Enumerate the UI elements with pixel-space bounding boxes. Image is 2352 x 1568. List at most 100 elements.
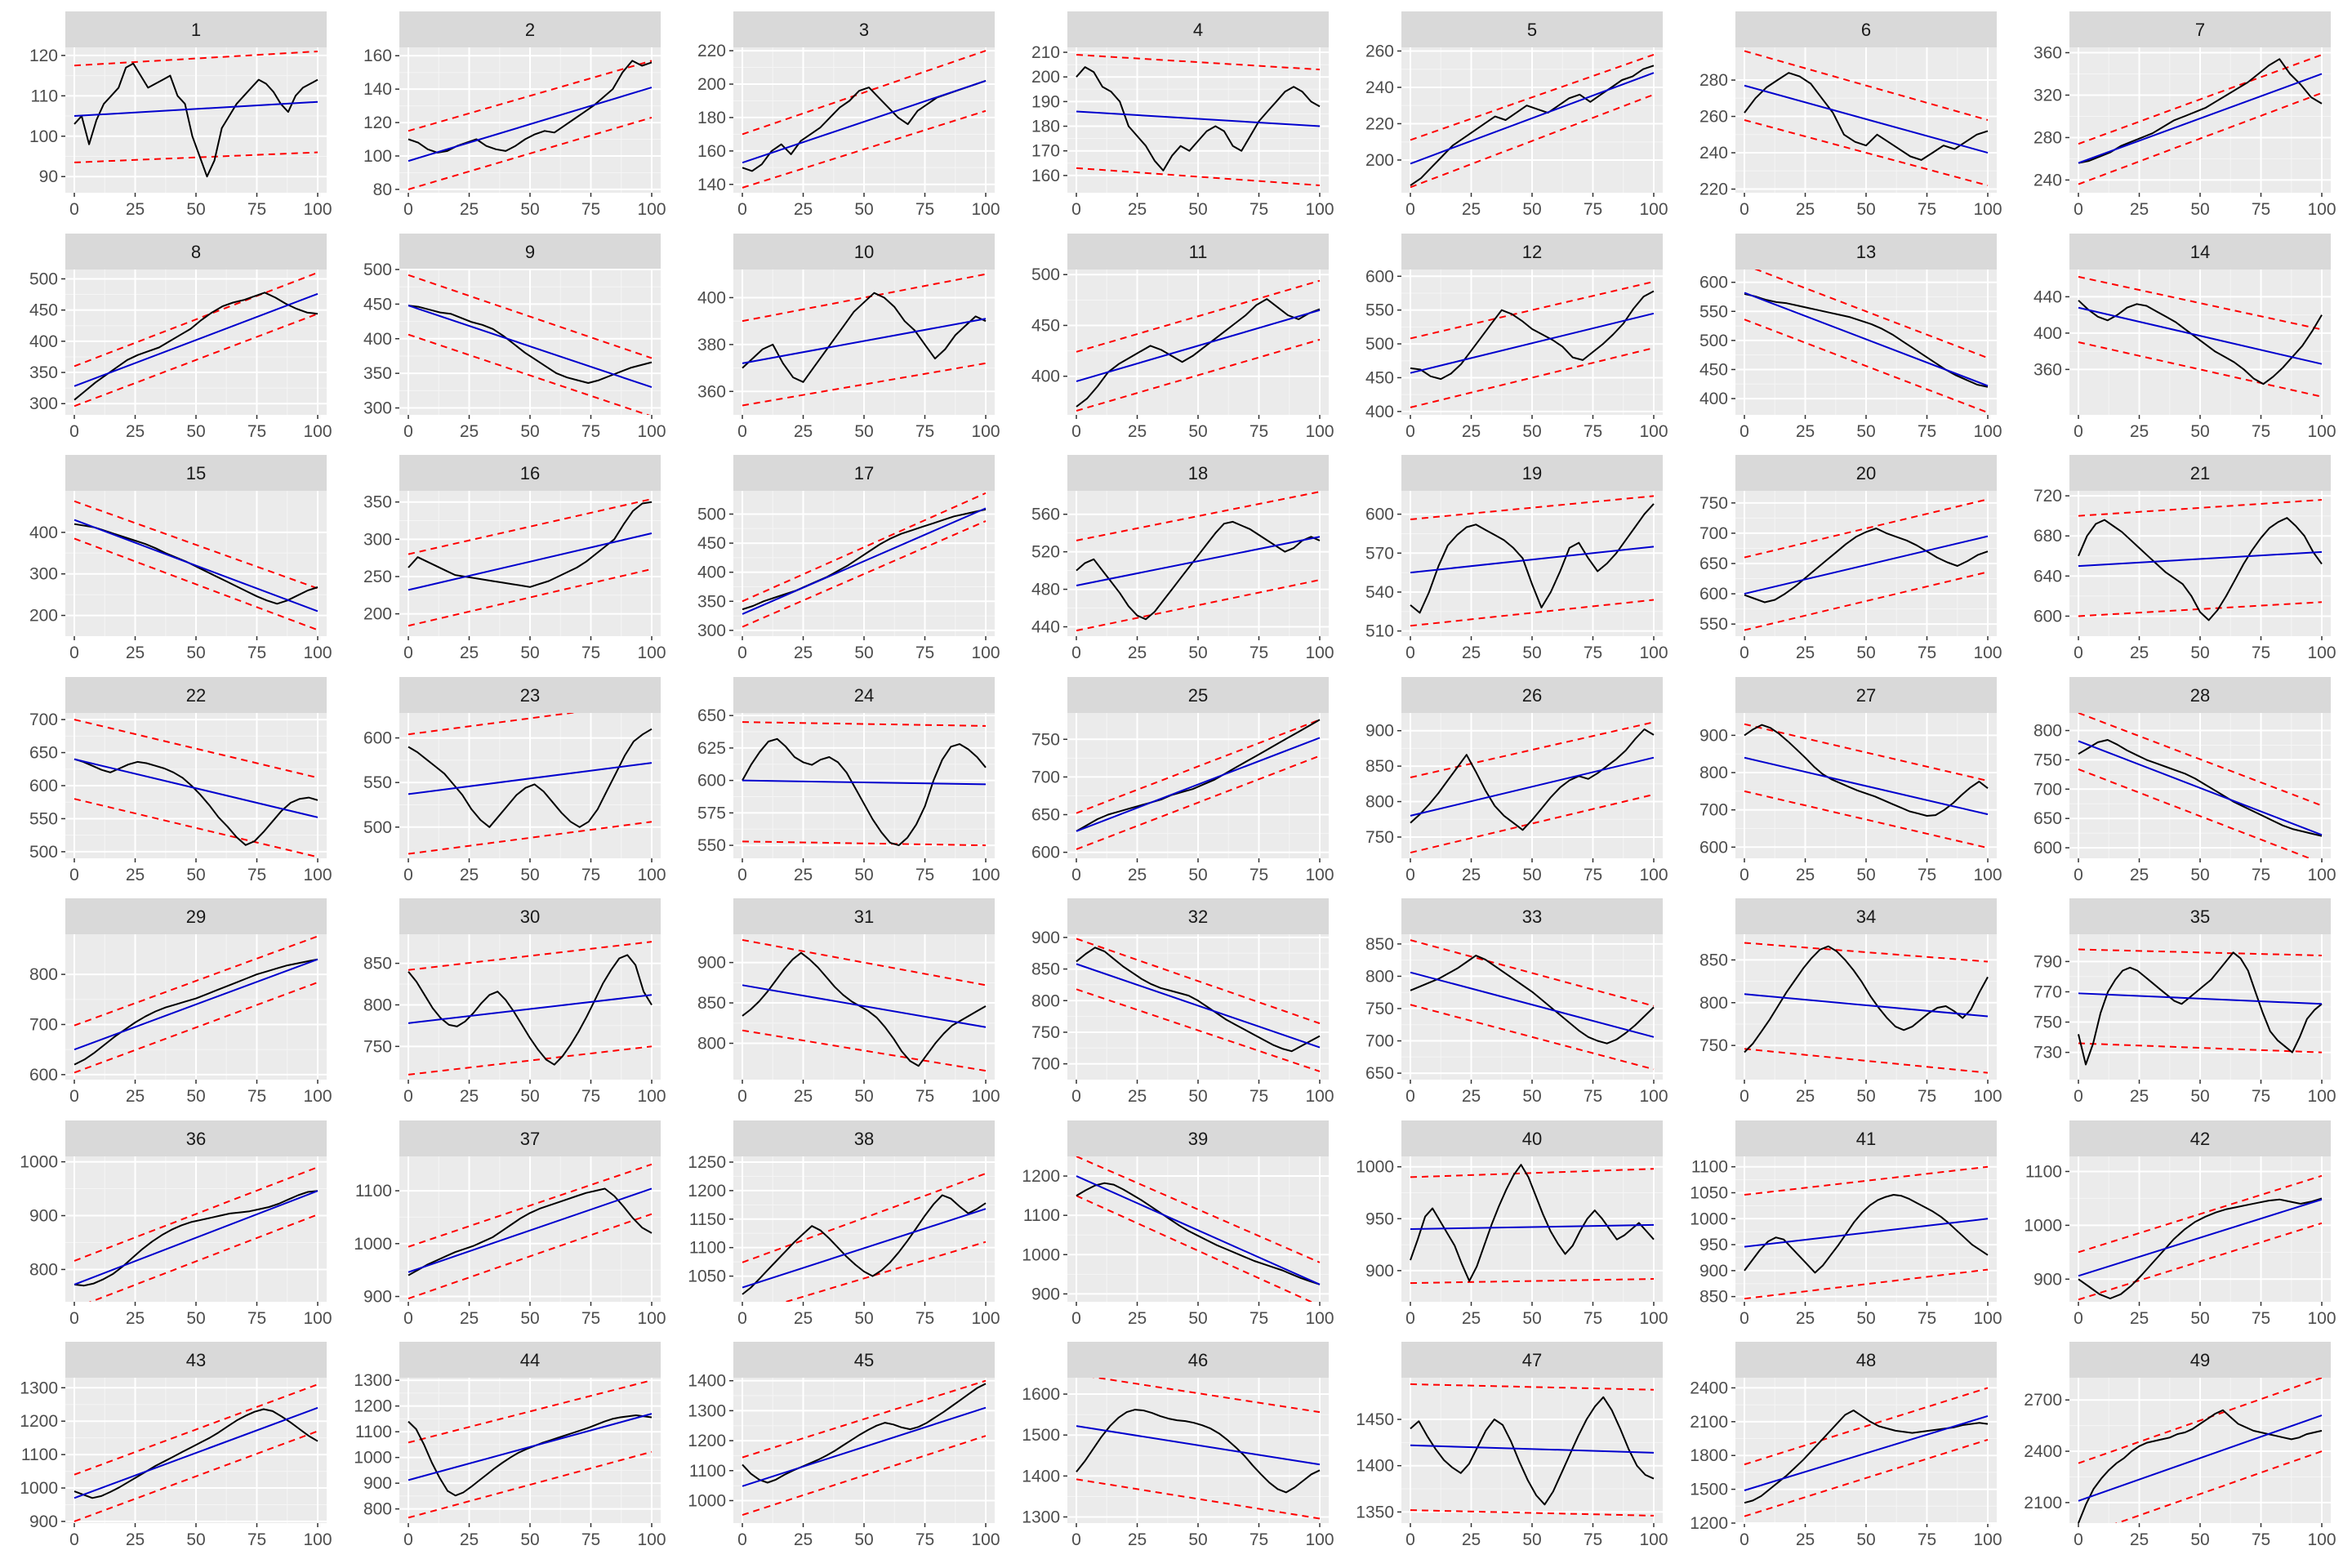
x-tick-label: 0: [403, 866, 413, 884]
facet-chart-12: 12 0 25 50 75 100 400 450 500 550 600: [1365, 233, 1668, 441]
y-tick-label: 700: [1031, 768, 1060, 786]
series-line: [408, 304, 653, 384]
series-line: [1744, 724, 1989, 817]
series-line: [1076, 947, 1321, 1053]
x-tick-label: 25: [794, 1087, 813, 1106]
facet-strip-label: 43: [186, 1350, 206, 1370]
series-line: [408, 954, 653, 1066]
y-tick-label: 550: [363, 773, 392, 792]
x-tick-label: 50: [854, 200, 873, 219]
facet-panel-9: 9 0 25 50 75 100 300 350 400 450 500: [337, 233, 666, 452]
facet-chart-36: 36 0 25 50 75 100 800 900 1000: [20, 1120, 332, 1328]
y-tick-label: 700: [29, 710, 58, 729]
x-tick-label: 75: [1584, 1309, 1602, 1328]
lower-bound-line: [74, 797, 318, 858]
y-tick-label: 1000: [1356, 1157, 1394, 1176]
facet-strip: [733, 898, 995, 934]
x-tick-label: 25: [2130, 644, 2149, 662]
facet-strip: [399, 233, 661, 270]
x-tick-label: 25: [460, 1087, 479, 1106]
y-tick-label: 160: [363, 47, 392, 65]
x-tick-label: 50: [2190, 1530, 2209, 1549]
y-tick-label: 800: [363, 996, 392, 1014]
facet-chart-34: 34 0 25 50 75 100 750 800 850: [1699, 898, 2002, 1106]
facet-strip: [399, 1120, 661, 1156]
y-tick-label: 220: [1365, 114, 1394, 133]
series-line: [1410, 65, 1655, 186]
facet-chart-38: 38 0 25 50 75 100 1050 1100 1150 1200 1250: [688, 1120, 1000, 1328]
series-line: [74, 1408, 318, 1499]
facet-strip: [1401, 1120, 1663, 1156]
x-tick-label: 75: [915, 644, 934, 662]
x-tick-label: 100: [2307, 200, 2336, 219]
y-tick-label: 600: [2034, 607, 2062, 626]
facet-panel-44: 44 0 25 50 75 100 800 900 1000 1100 1200 1300: [337, 1342, 666, 1561]
x-tick-label: 100: [637, 422, 666, 441]
x-tick-label: 50: [186, 1530, 205, 1549]
facet-strip: [1401, 455, 1663, 491]
y-tick-label: 500: [697, 505, 726, 523]
facet-strip-label: 49: [2190, 1350, 2210, 1370]
x-tick-label: 25: [1462, 1309, 1481, 1328]
facet-strip-label: 10: [854, 242, 874, 262]
x-tick-label: 75: [1918, 866, 1936, 884]
facet-strip: [1735, 1342, 1997, 1378]
x-tick-label: 75: [1918, 422, 1936, 441]
x-tick-label: 25: [1796, 866, 1815, 884]
lower-bound-line: [74, 312, 318, 407]
trend-line: [74, 1406, 318, 1499]
facet-chart-33: 33 0 25 50 75 100 650 700 750 800 850: [1365, 898, 1668, 1106]
y-tick-label: 550: [29, 809, 58, 828]
facet-panel-29: 29 0 25 50 75 100 600 700 800: [3, 898, 332, 1117]
x-tick-label: 0: [69, 1087, 79, 1106]
x-tick-label: 100: [1305, 1530, 1334, 1549]
y-tick-label: 180: [1031, 118, 1060, 136]
x-tick-label: 50: [186, 644, 205, 662]
y-tick-label: 550: [1699, 302, 1728, 321]
upper-bound-line: [408, 60, 653, 132]
x-tick-label: 50: [520, 422, 539, 441]
y-tick-label: 200: [1031, 68, 1060, 87]
x-tick-label: 0: [2074, 1309, 2083, 1328]
x-tick-label: 100: [1305, 866, 1334, 884]
y-tick-label: 300: [363, 399, 392, 417]
lower-bound-line: [1744, 1048, 1989, 1074]
series-line: [2078, 1409, 2323, 1523]
x-tick-label: 50: [186, 866, 205, 884]
facet-panel-8: 8 0 25 50 75 100 300 350 400 450 500: [3, 233, 332, 452]
trend-line: [1410, 72, 1655, 165]
series-line: [1076, 297, 1321, 408]
x-tick-label: 100: [637, 866, 666, 884]
lower-bound-line: [1076, 988, 1321, 1072]
upper-bound-line: [1076, 491, 1321, 541]
x-tick-label: 0: [1740, 644, 1749, 662]
facet-strip: [1735, 898, 1997, 934]
x-tick-label: 50: [1522, 1087, 1541, 1106]
x-tick-label: 75: [2252, 422, 2270, 441]
y-tick-label: 190: [1031, 92, 1060, 111]
series-line: [2078, 1196, 2323, 1299]
y-tick-label: 200: [363, 605, 392, 624]
y-tick-label: 1350: [1356, 1503, 1394, 1521]
y-tick-label: 800: [2034, 721, 2062, 740]
y-tick-label: 480: [1031, 581, 1060, 599]
x-tick-label: 50: [186, 200, 205, 219]
facet-strip: [1401, 676, 1663, 713]
y-tick-label: 300: [29, 565, 58, 584]
upper-bound-line: [742, 720, 987, 727]
facet-strip: [1401, 233, 1663, 270]
y-tick-label: 320: [2034, 86, 2062, 105]
series-line: [1076, 1409, 1321, 1494]
x-tick-label: 75: [2252, 644, 2270, 662]
facet-strip-label: 29: [186, 906, 206, 927]
x-tick-label: 100: [637, 1087, 666, 1106]
x-tick-label: 25: [1796, 644, 1815, 662]
y-tick-label: 750: [1031, 730, 1060, 749]
facet-strip-label: 8: [191, 242, 201, 262]
y-tick-label: 1000: [354, 1234, 392, 1253]
y-tick-label: 450: [697, 534, 726, 553]
facet-chart-1: 1 0 25 50 75 100 90 100 110 120: [29, 11, 332, 219]
y-tick-label: 700: [1699, 524, 1728, 543]
trend-line: [2078, 740, 2323, 835]
y-tick-label: 570: [1365, 544, 1394, 563]
